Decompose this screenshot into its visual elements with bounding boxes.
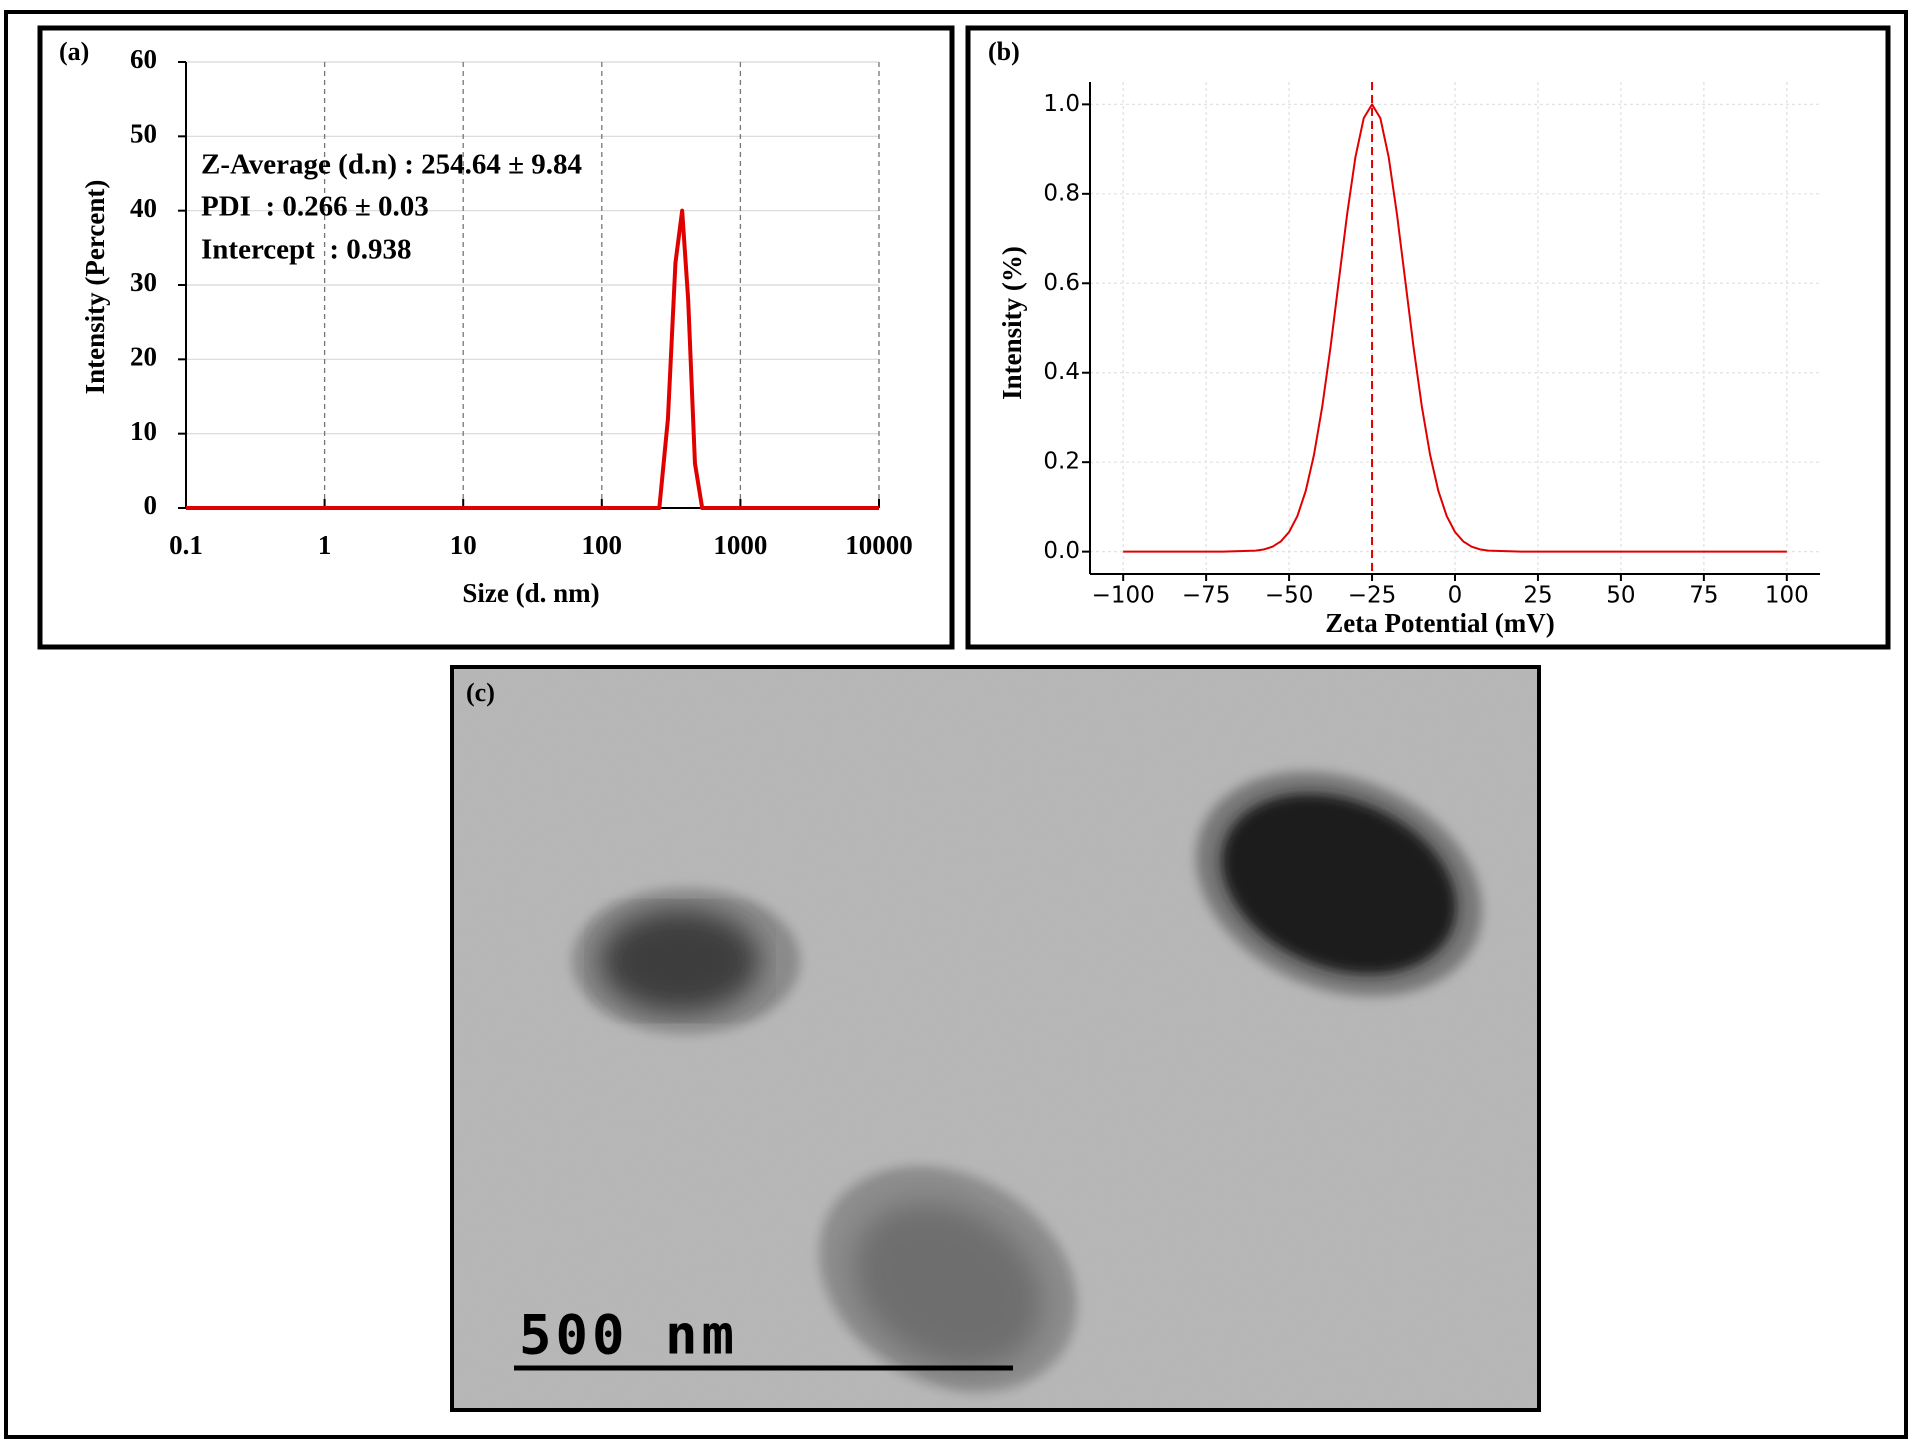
y-tick-label: 20 [130,342,157,372]
y-tick-label: 1.0 [1043,91,1080,117]
x-tick-label: −25 [1348,583,1397,609]
y-tick-label: 30 [130,267,157,297]
y-tick-label: 0.8 [1043,180,1080,206]
y-tick-label: 0.4 [1043,359,1080,385]
annotation: PDI : 0.266 ± 0.03 [201,191,429,223]
annotation: Intercept : 0.938 [201,234,411,266]
x-tick-label: 75 [1689,583,1718,609]
x-tick-label: −75 [1182,583,1231,609]
scale-bar-label: 500 nm [519,1304,738,1367]
x-tick-label: 0.1 [169,530,203,560]
chart: 0.0 0.2 0.4 0.6 0.8 1.0 −100 −75 −50 −25 0 25 50 75 10… [988,37,1820,638]
x-tick-label: 100 [1765,583,1809,609]
y-tick-label: 0.6 [1043,270,1080,296]
y-tick-label: 10 [130,416,157,446]
x-tick-label: −100 [1092,583,1155,609]
x-tick-label: 1 [318,530,332,560]
panel-label: (c) [466,678,495,707]
data-line [1123,103,1787,553]
x-axis-label: Zeta Potential (mV) [1325,608,1554,638]
chart: 0 10 20 30 40 50 60 0.1 1 10 100 1000 10000 Z-Average… [59,37,913,608]
x-tick-label: 25 [1523,583,1552,609]
data-line [186,208,879,510]
x-tick-label: 10 [450,530,477,560]
y-tick-label: 0.2 [1043,449,1080,475]
panel-c-frame [450,665,1541,1412]
x-tick-label: 0 [1448,583,1463,609]
x-tick-label: 50 [1606,583,1635,609]
y-axis-label: Intensity (Percent) [80,180,110,395]
x-tick-label: 10000 [845,530,913,560]
panel-label: (b) [988,37,1020,66]
particle-core [1221,793,1457,975]
tem-image: 500 nm (c) [452,667,1539,1410]
y-tick-label: 0.0 [1043,538,1080,564]
panel-b-frame [965,25,1891,650]
y-axis-label: Intensity (%) [997,246,1027,400]
x-tick-label: 1000 [713,530,767,560]
x-tick-label: 100 [582,530,623,560]
particle-core [600,909,760,1013]
annotation: Z-Average (d.n) : 254.64 ± 9.84 [201,149,582,181]
y-tick-label: 60 [130,44,157,74]
y-tick-label: 40 [130,193,157,223]
panel-a-frame [37,25,955,650]
particle-core [853,1202,1043,1368]
y-tick-label: 50 [130,119,157,149]
x-axis-label: Size (d. nm) [462,578,599,608]
x-tick-label: −50 [1265,583,1314,609]
outer-frame [4,10,1908,1439]
panel-label: (a) [59,37,89,66]
y-tick-label: 0 [144,490,158,520]
